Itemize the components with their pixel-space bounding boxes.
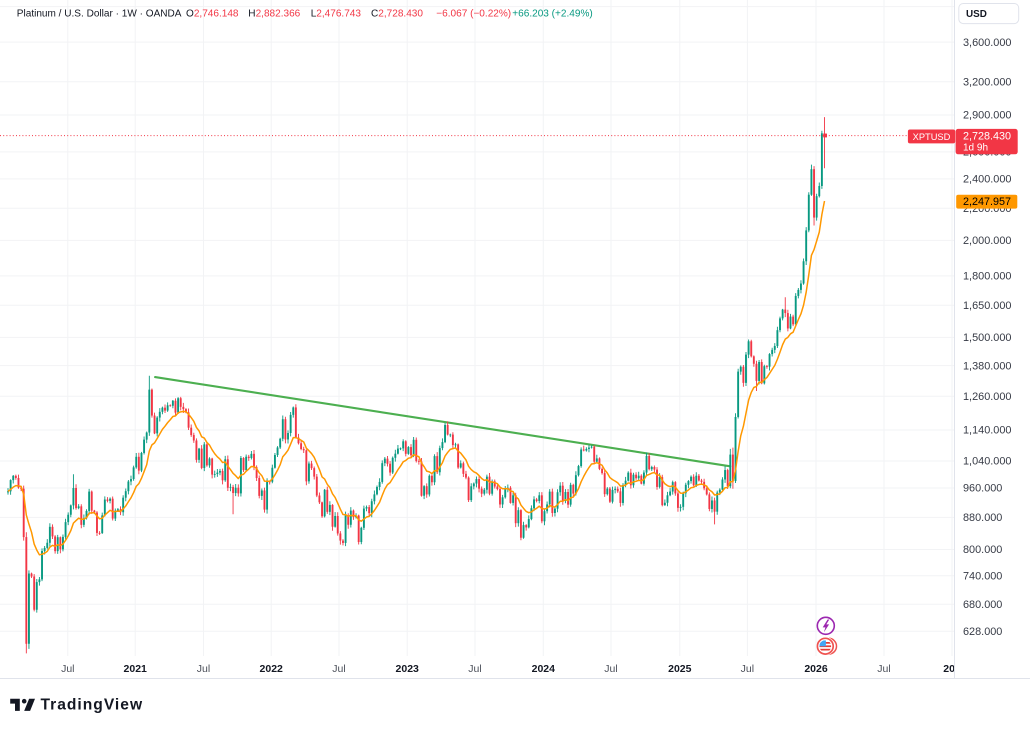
svg-text:C2,728.430: C2,728.430 — [371, 8, 423, 19]
svg-text:1,800.000: 1,800.000 — [963, 271, 1011, 283]
svg-text:2023: 2023 — [396, 663, 420, 675]
svg-text:Jul: Jul — [61, 663, 74, 675]
svg-text:2,000.000: 2,000.000 — [963, 235, 1011, 247]
svg-text:Jul: Jul — [197, 663, 210, 675]
svg-text:Jul: Jul — [332, 663, 345, 675]
svg-text:2022: 2022 — [260, 663, 284, 675]
svg-text:2,400.000: 2,400.000 — [963, 174, 1011, 186]
svg-text:800.000: 800.000 — [963, 544, 1002, 556]
svg-text:3,200.000: 3,200.000 — [963, 77, 1011, 89]
svg-text:Jul: Jul — [877, 663, 890, 675]
svg-text:TradingView: TradingView — [41, 696, 144, 713]
svg-text:1,260.000: 1,260.000 — [963, 391, 1011, 403]
svg-text:XPTUSD: XPTUSD — [913, 132, 951, 142]
svg-text:O2,746.148: O2,746.148 — [186, 8, 239, 19]
svg-text:2024: 2024 — [532, 663, 556, 675]
svg-text:1,380.000: 1,380.000 — [963, 360, 1011, 372]
svg-text:628.000: 628.000 — [963, 626, 1002, 638]
svg-text:L2,476.743: L2,476.743 — [311, 8, 362, 19]
svg-text:2,247.957: 2,247.957 — [963, 196, 1011, 208]
svg-text:740.000: 740.000 — [963, 571, 1002, 583]
svg-text:Jul: Jul — [468, 663, 481, 675]
svg-text:2021: 2021 — [124, 663, 148, 675]
svg-text:−6.067 (−0.22%): −6.067 (−0.22%) — [436, 8, 511, 19]
svg-text:3,600.000: 3,600.000 — [963, 37, 1011, 49]
svg-text:Platinum / U.S. Dollar · 1W ·: Platinum / U.S. Dollar · 1W · OANDA — [17, 8, 182, 19]
svg-text:Jul: Jul — [604, 663, 617, 675]
svg-text:Jul: Jul — [741, 663, 754, 675]
svg-text:1,650.000: 1,650.000 — [963, 300, 1011, 312]
svg-text:1d 9h: 1d 9h — [963, 143, 988, 154]
svg-text:960.000: 960.000 — [963, 483, 1002, 495]
svg-text:+66.203 (+2.49%): +66.203 (+2.49%) — [512, 8, 592, 19]
svg-text:2,728.430: 2,728.430 — [963, 131, 1011, 143]
svg-text:680.000: 680.000 — [963, 599, 1002, 611]
svg-text:USD: USD — [966, 9, 987, 20]
svg-text:1,140.000: 1,140.000 — [963, 425, 1011, 437]
svg-text:880.000: 880.000 — [963, 512, 1002, 524]
svg-text:202: 202 — [943, 663, 961, 675]
svg-text:1,040.000: 1,040.000 — [963, 456, 1011, 468]
svg-text:2025: 2025 — [668, 663, 692, 675]
svg-text:2026: 2026 — [804, 663, 828, 675]
svg-text:H2,882.366: H2,882.366 — [248, 8, 300, 19]
svg-text:2,900.000: 2,900.000 — [963, 110, 1011, 122]
svg-text:1,500.000: 1,500.000 — [963, 332, 1011, 344]
